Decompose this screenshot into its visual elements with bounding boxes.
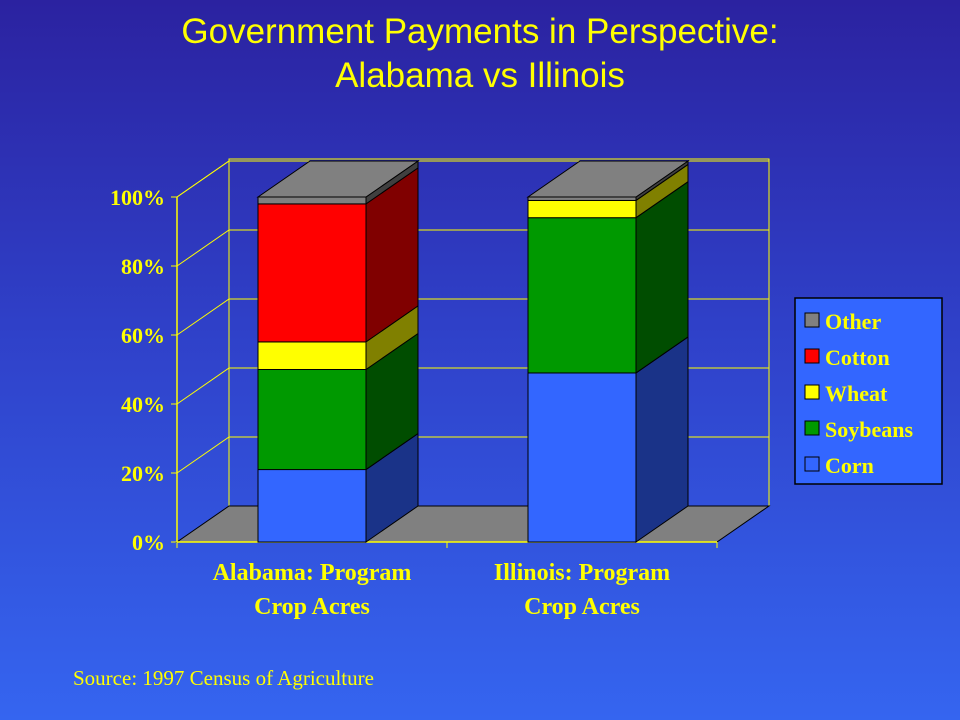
bar-segment-wheat [257, 341, 367, 370]
bar-segment-corn [257, 469, 367, 543]
bar-segment-soybeans [527, 217, 637, 374]
legend-label-corn: Corn [825, 453, 874, 478]
bar-segment-wheat [527, 199, 637, 219]
bar-segment-soybeans [257, 369, 367, 471]
chart-title-line1: Government Payments in Perspective: [181, 12, 779, 51]
legend-label-cotton: Cotton [825, 345, 890, 370]
legend-swatch-wheat [804, 384, 820, 400]
y-tick-label: 40% [121, 392, 165, 417]
bar-top-cap [256, 160, 420, 198]
y-tick-label: 60% [121, 323, 165, 348]
y-tick-label: 80% [121, 254, 165, 279]
y-tick-label: 20% [121, 461, 165, 486]
source-note: Source: 1997 Census of Agriculture [73, 666, 374, 690]
legend-label-other: Other [825, 309, 881, 334]
y-tick-label: 0% [132, 530, 165, 555]
legend-swatch-corn [804, 456, 820, 472]
bar-segment-cotton [257, 203, 367, 343]
x-category-label: Crop Acres [254, 594, 370, 620]
x-category-label: Illinois: Program [494, 560, 670, 586]
legend-swatch-other [804, 312, 820, 328]
bar-segment-other [257, 196, 367, 205]
bar-segment-other [527, 196, 637, 201]
chart-title: Government Payments in Perspective: Alab… [0, 10, 960, 98]
legend-swatch-cotton [804, 348, 820, 364]
chart-title-line2: Alabama vs Illinois [335, 56, 625, 95]
legend-label-wheat: Wheat [825, 381, 888, 406]
bar-top-cap [526, 160, 690, 198]
bar-segment-corn [527, 372, 637, 543]
legend-label-soybeans: Soybeans [825, 417, 913, 442]
legend-swatch-soybeans [804, 420, 820, 436]
y-tick-label: 100% [110, 185, 165, 210]
x-category-label: Crop Acres [524, 594, 640, 620]
x-category-label: Alabama: Program [213, 560, 412, 586]
